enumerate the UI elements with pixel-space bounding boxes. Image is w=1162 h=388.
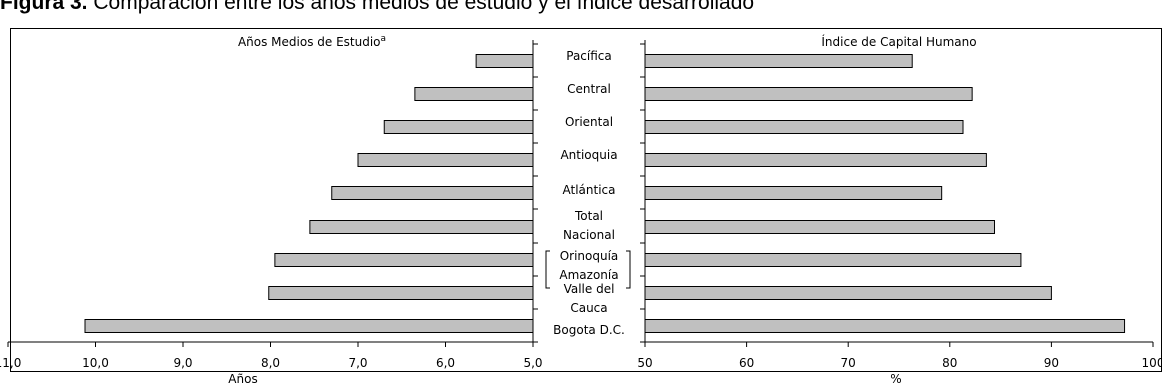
category-label-line: Antioquia [560, 148, 617, 162]
left-x-tick-label: 6,0 [436, 356, 455, 370]
left-bar [309, 220, 534, 234]
right-bars-group [644, 54, 1126, 333]
left-x-tick-label: 9,0 [173, 356, 192, 370]
left-bar [274, 253, 534, 267]
left-bar [383, 120, 534, 134]
labels-group: Años Medios de Estudioa Índice de Capital… [0, 34, 1162, 386]
category-label-line: Oriental [565, 115, 613, 129]
right-bar [644, 153, 987, 167]
category-label: Orinoquía Amazonía [559, 249, 618, 282]
category-label-line: Amazonía [559, 268, 618, 282]
right-x-tick-label: 100 [1142, 356, 1162, 370]
right-bar [644, 120, 964, 134]
category-label: Atlántica [563, 183, 616, 197]
left-bar [414, 87, 534, 101]
right-x-tick-label: 80 [942, 356, 957, 370]
left-x-tick-label: 7,0 [348, 356, 367, 370]
category-label-line: Central [567, 82, 611, 96]
left-x-axis-label: Años [228, 372, 257, 386]
right-x-axis-label: % [890, 372, 901, 386]
category-label-line: Nacional [563, 228, 615, 242]
category-label-line: Orinoquía [560, 249, 619, 263]
bracket-right [626, 250, 631, 289]
category-label-line: Cauca [570, 301, 607, 315]
figure-title: Figura 3. Comparación entre los años med… [0, 0, 1162, 17]
left-bars-group [84, 54, 534, 333]
left-x-tick-label: 10,0 [82, 356, 109, 370]
right-bar [644, 319, 1126, 333]
left-panel-title-superscript: a [381, 34, 387, 44]
category-label-line: Total [574, 209, 603, 223]
left-bar [475, 54, 534, 68]
right-bar [644, 253, 1022, 267]
category-label: Pacífica [566, 49, 612, 63]
right-bar [644, 220, 996, 234]
category-label: Total Nacional [563, 209, 615, 242]
right-bar [644, 87, 973, 101]
left-x-tick-label: 11,0 [0, 356, 21, 370]
category-label: Oriental [565, 115, 613, 129]
left-bar [268, 286, 534, 300]
category-label-line: Atlántica [563, 183, 616, 197]
right-x-tick-label: 50 [637, 356, 652, 370]
axes-group [7, 40, 1154, 347]
left-bar [84, 319, 534, 333]
left-x-tick-label: 8,0 [261, 356, 280, 370]
category-label: Bogota D.C. [553, 323, 625, 337]
category-label-line: Bogota D.C. [553, 323, 625, 337]
bracket-left [545, 250, 550, 289]
left-bar [331, 186, 534, 200]
category-label: Antioquia [560, 148, 617, 162]
category-label: Valle del Cauca [564, 282, 615, 315]
category-label-line: Valle del [564, 282, 615, 296]
right-bar [644, 186, 943, 200]
right-x-tick-label: 60 [739, 356, 754, 370]
right-x-tick-label: 90 [1044, 356, 1059, 370]
right-bar [644, 54, 913, 68]
left-panel-title: Años Medios de Estudioa [238, 34, 386, 49]
right-bar [644, 286, 1052, 300]
figure-title-text: Comparación entre los años medios de est… [93, 0, 755, 14]
category-label-line: Pacífica [566, 49, 612, 63]
left-x-tick-label: 5,0 [523, 356, 542, 370]
right-panel-title: Índice de Capital Humano [821, 34, 976, 49]
left-bar [357, 153, 534, 167]
category-label: Central [567, 82, 611, 96]
right-x-tick-label: 70 [841, 356, 856, 370]
figure-title-prefix: Figura 3. [0, 0, 88, 14]
